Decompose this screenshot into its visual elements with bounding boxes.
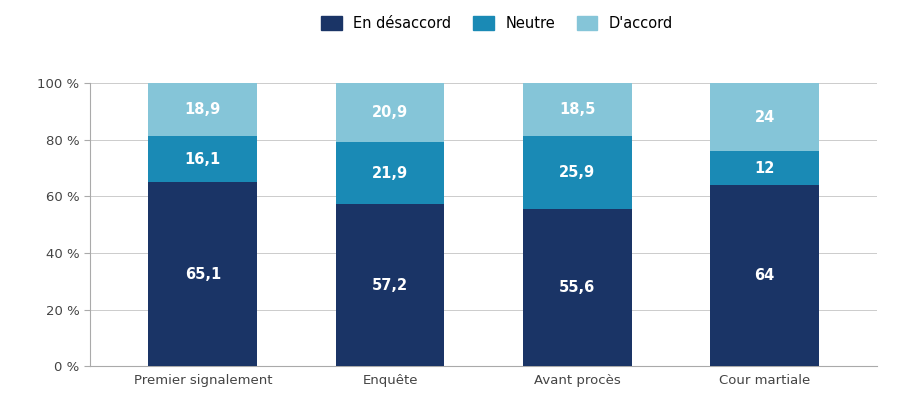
Bar [710, 185, 818, 366]
Bar [522, 136, 631, 209]
Bar [710, 151, 818, 185]
Text: 65,1: 65,1 [184, 267, 220, 282]
Text: 21,9: 21,9 [371, 166, 407, 181]
Bar [335, 83, 444, 142]
Bar [335, 142, 444, 204]
Bar [148, 182, 256, 366]
Bar [148, 83, 256, 136]
Text: 55,6: 55,6 [559, 280, 595, 295]
Bar [148, 136, 256, 182]
Text: 18,5: 18,5 [558, 102, 595, 117]
Bar [522, 209, 631, 366]
Text: 12: 12 [753, 161, 774, 176]
Text: 20,9: 20,9 [371, 105, 407, 120]
Text: 16,1: 16,1 [184, 152, 220, 167]
Text: 18,9: 18,9 [184, 102, 220, 117]
Bar [335, 204, 444, 366]
Text: 24: 24 [754, 110, 774, 125]
Bar [522, 83, 631, 136]
Bar [710, 83, 818, 151]
Text: 64: 64 [754, 268, 774, 283]
Legend: En désaccord, Neutre, D'accord: En désaccord, Neutre, D'accord [321, 16, 673, 31]
Text: 25,9: 25,9 [559, 165, 595, 180]
Text: 57,2: 57,2 [371, 277, 407, 293]
